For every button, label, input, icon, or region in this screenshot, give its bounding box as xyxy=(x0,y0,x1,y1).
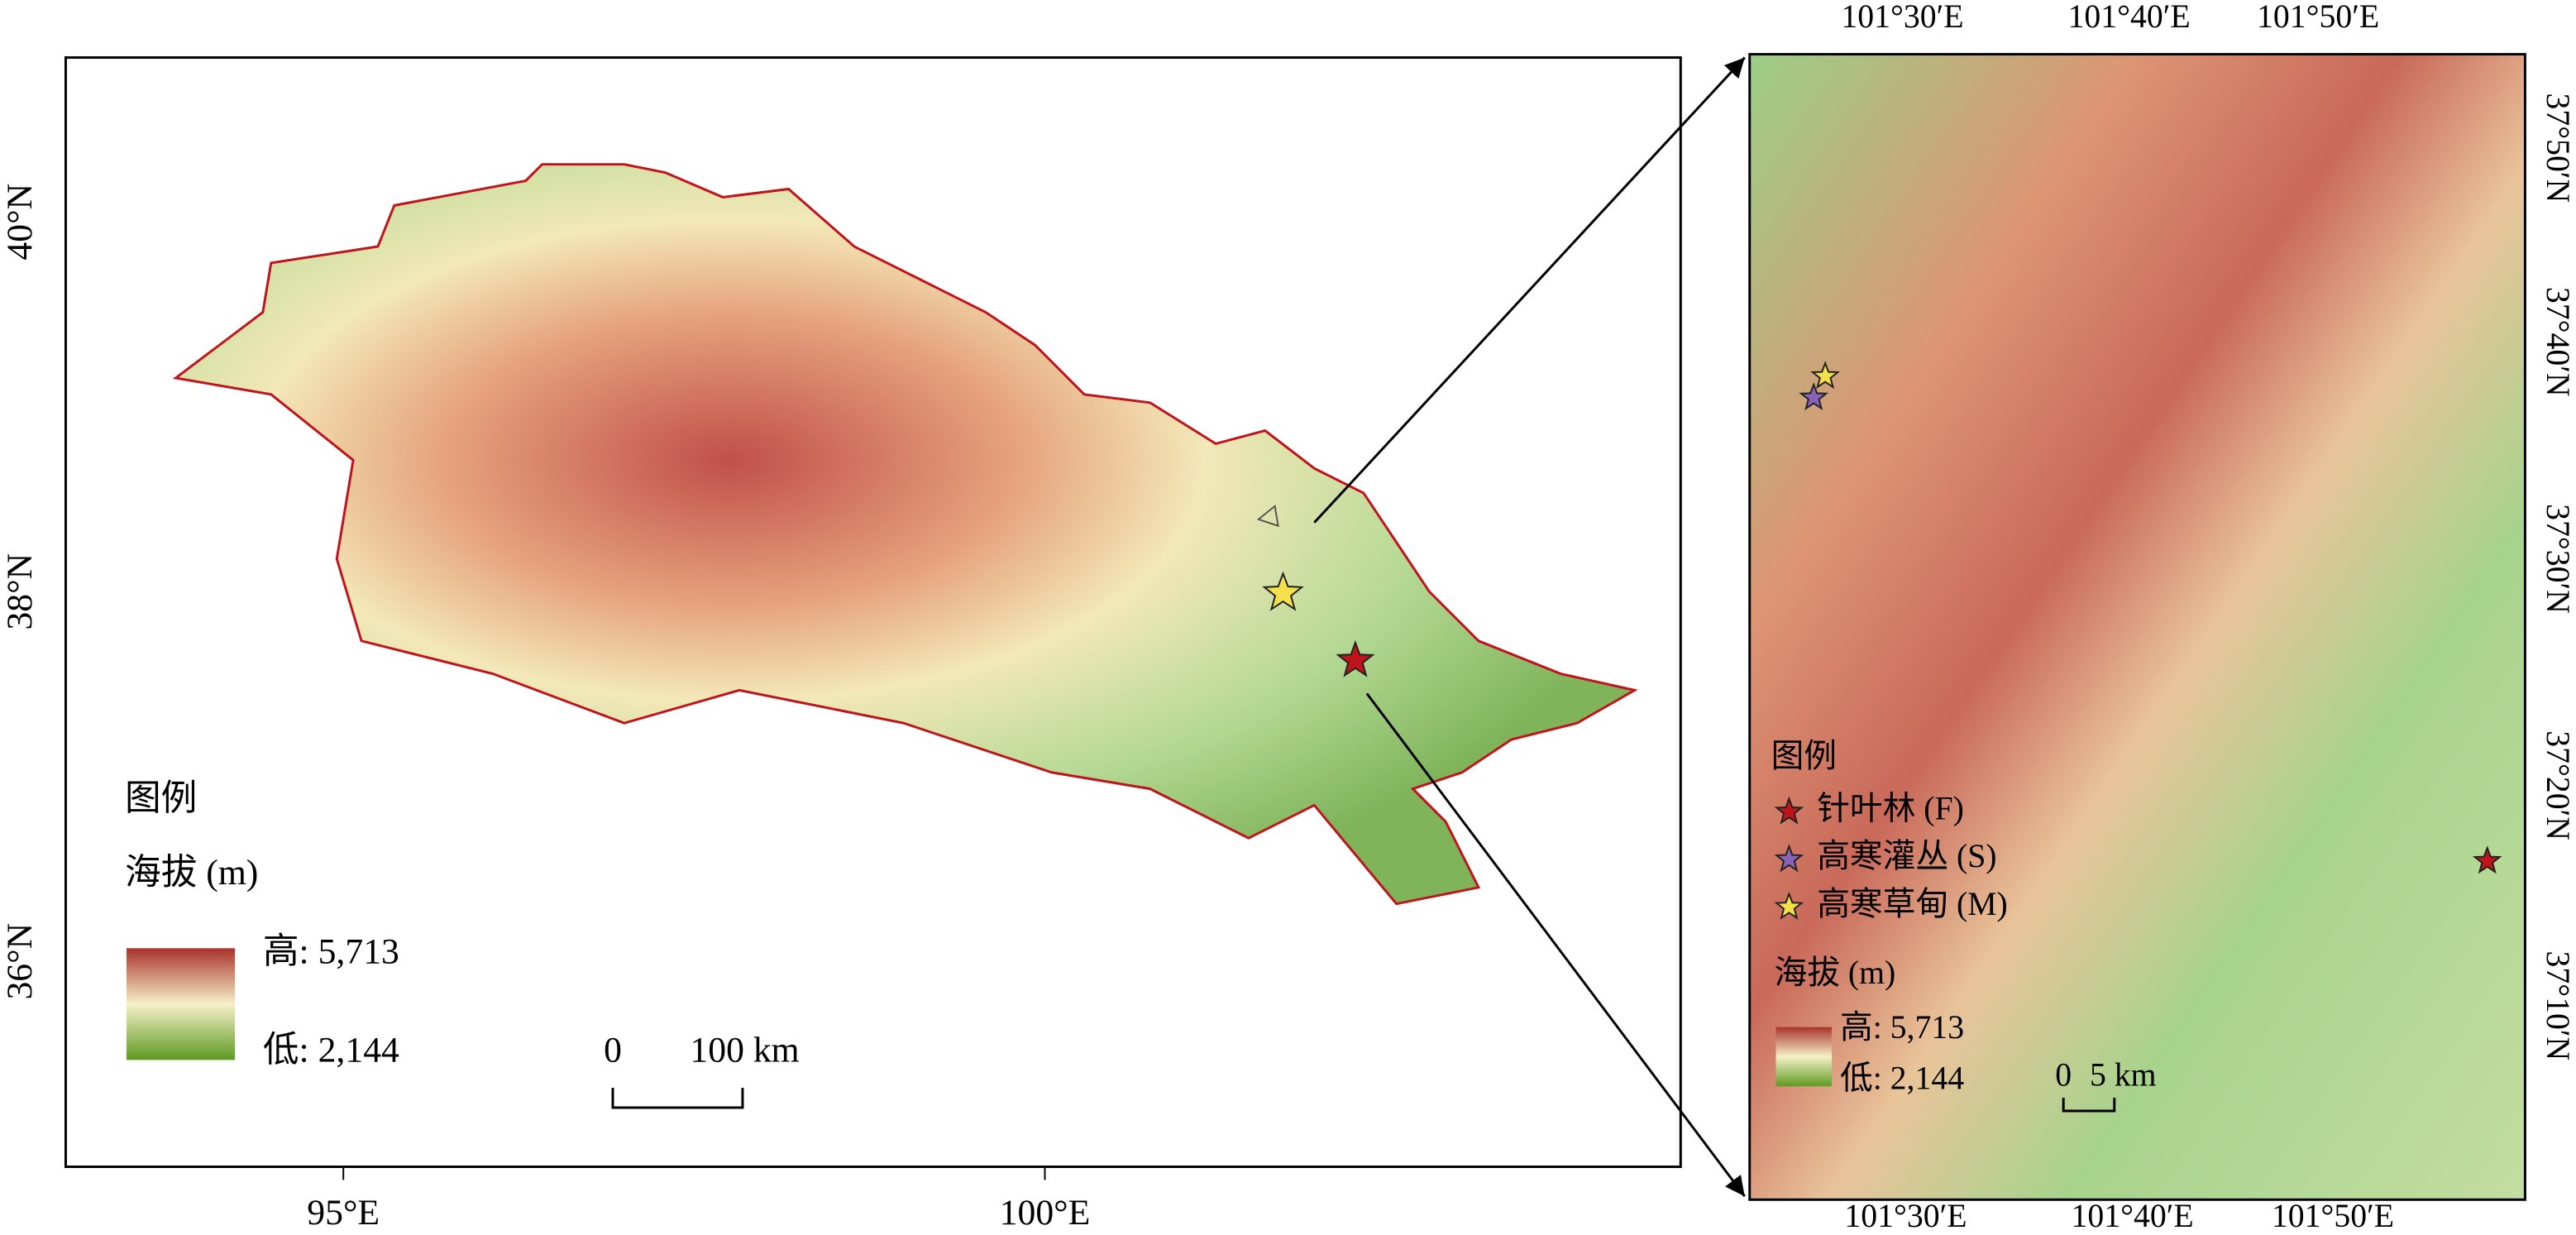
legend-title: 图例 xyxy=(125,779,197,819)
legend-high: 高: 5,713 xyxy=(1840,1009,1964,1046)
zoom-arrow xyxy=(1365,692,1746,1198)
scale-bar xyxy=(2062,1098,2116,1113)
elevation-ramp xyxy=(1775,1027,1833,1087)
lon-label: 101°50′E xyxy=(2272,1198,2394,1234)
scale-label: 0 xyxy=(604,1030,622,1070)
inset-frame xyxy=(1748,53,2526,1201)
study-region xyxy=(172,163,1638,906)
lon-label: 101°40′E xyxy=(2072,1198,2194,1234)
site-star xyxy=(2472,845,2502,874)
main-map: 95°E 100°E 40°N 38°N 36°N 图例 海拔 (m) 高: 5… xyxy=(0,56,1682,1233)
lon-label: 101°50′E xyxy=(2257,0,2379,35)
site-star xyxy=(1810,361,1840,390)
lon-label: 101°40′E xyxy=(2068,0,2191,35)
legend-symbol xyxy=(1774,891,1804,920)
scale-label: 5 km xyxy=(2090,1056,2157,1093)
legend-item: 高寒草甸 (M) xyxy=(1817,886,2008,922)
lon-label: 100°E xyxy=(1000,1193,1091,1233)
lon-label: 95°E xyxy=(307,1193,380,1233)
lat-label: 37°40′N xyxy=(2540,287,2576,397)
legend-low: 低: 2,144 xyxy=(1840,1060,1964,1096)
zoom-arrow xyxy=(1313,56,1746,524)
lat-label: 40°N xyxy=(0,184,40,261)
legend-symbol xyxy=(1774,844,1804,873)
lat-label: 37°20′N xyxy=(2540,730,2576,840)
scale-label: 100 km xyxy=(690,1030,799,1070)
legend-item: 针叶林 (F) xyxy=(1817,791,1964,827)
legend-title: 图例 xyxy=(1771,738,1837,774)
lon-label: 101°30′E xyxy=(1841,0,1963,35)
lon-label: 101°30′E xyxy=(1844,1198,1967,1234)
site-marker xyxy=(1256,505,1279,528)
legend-item: 高寒灌丛 (S) xyxy=(1817,838,1996,874)
site-star xyxy=(1336,639,1375,677)
lat-label: 37°30′N xyxy=(2540,504,2576,614)
inset-map: 101°30′E 101°40′E 101°50′E 101°30′E 101°… xyxy=(1748,0,2576,1234)
lat-label: 37°50′N xyxy=(2540,93,2576,203)
legend-subtitle: 海拔 (m) xyxy=(125,853,258,893)
lat-label: 36°N xyxy=(0,923,40,1000)
scale-label: 0 xyxy=(2055,1056,2072,1093)
site-star xyxy=(1799,382,1829,410)
lat-label: 38°N xyxy=(0,553,40,630)
elevation-ramp xyxy=(126,948,236,1060)
legend-symbol xyxy=(1774,796,1804,825)
legend-low: 低: 2,144 xyxy=(263,1030,399,1070)
legend-high: 高: 5,713 xyxy=(263,931,399,971)
site-star xyxy=(1262,571,1304,611)
legend-subtitle: 海拔 (m) xyxy=(1775,955,1896,991)
lat-label: 37°10′N xyxy=(2540,950,2576,1060)
scale-bar xyxy=(611,1088,744,1109)
